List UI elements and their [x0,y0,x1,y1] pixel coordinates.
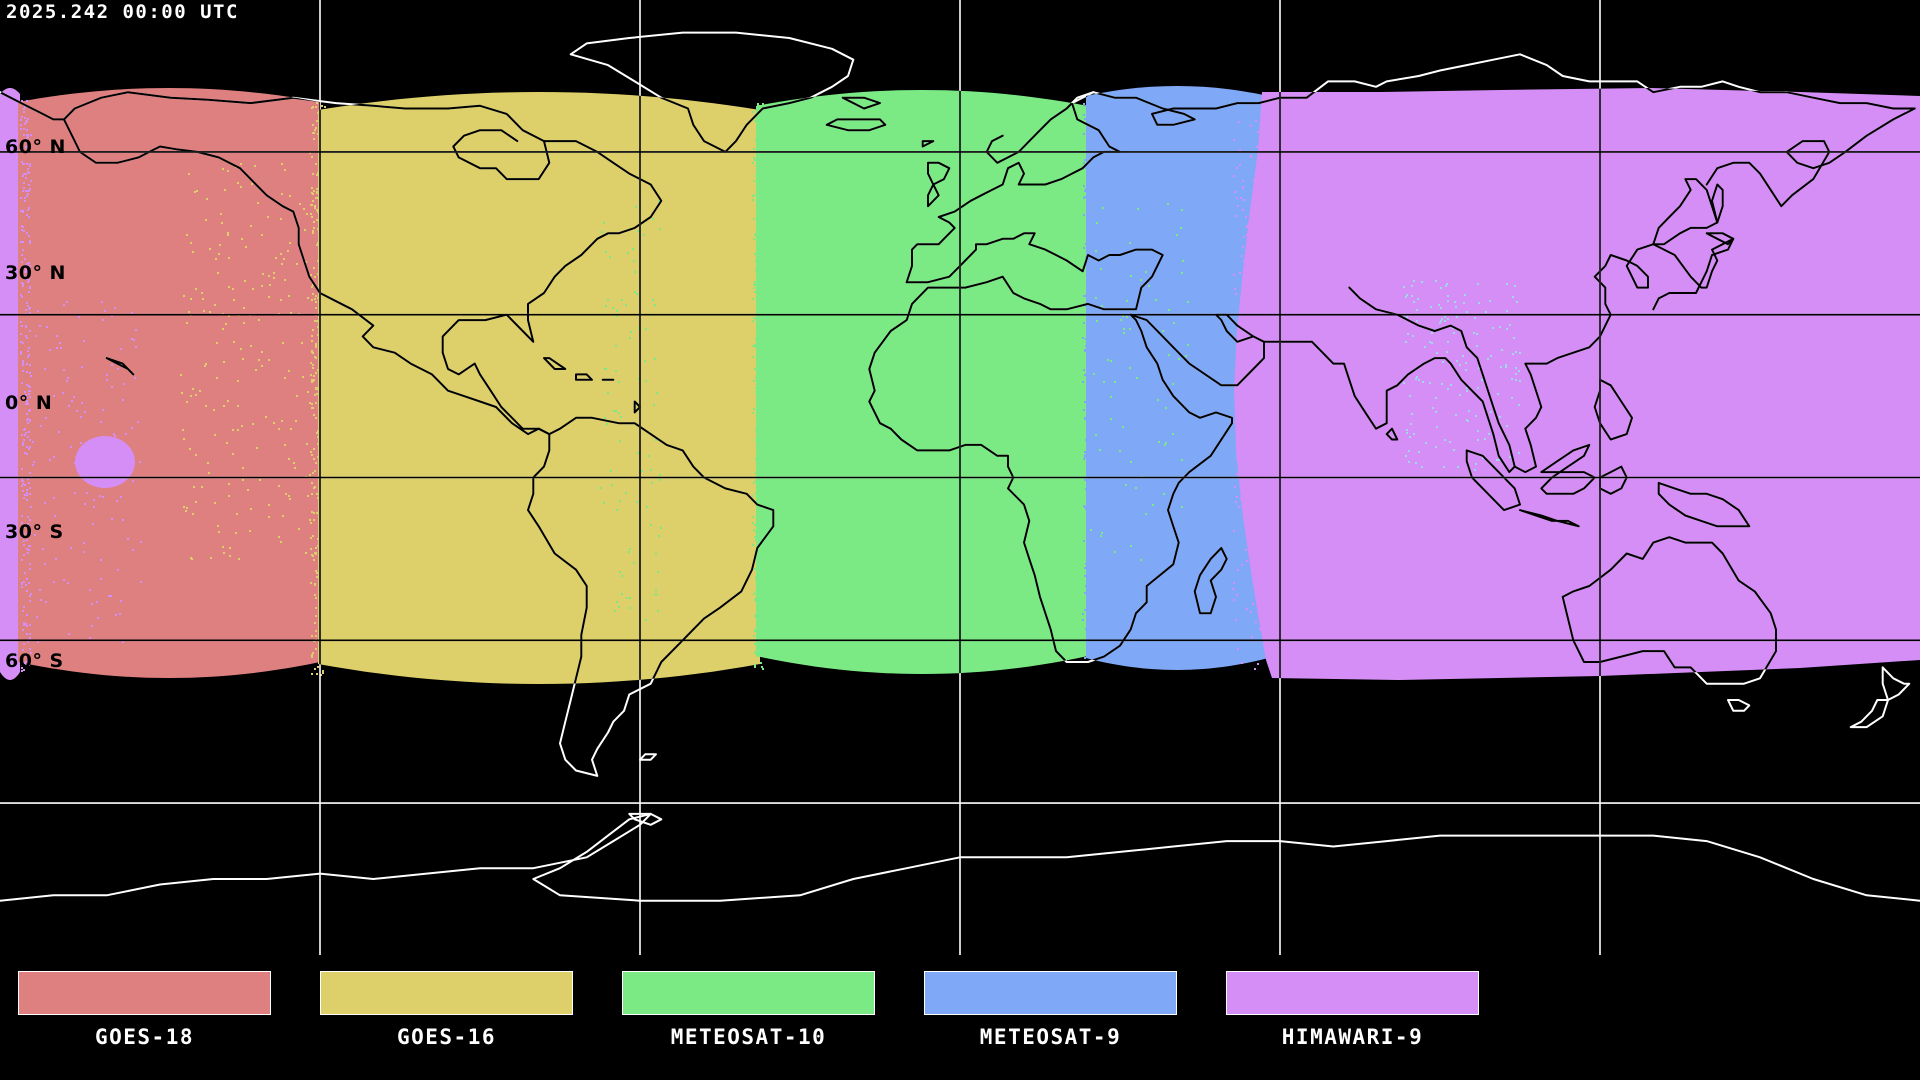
legend-swatch-goes-18 [18,971,271,1015]
himawari-coverage-island-blob [75,436,135,488]
coverage-band-himawari-9-left [0,88,20,680]
coverage-band-himawari-9 [1234,88,1920,680]
lat-label-30n: 30° N [5,262,66,284]
legend-label-meteosat-9: METEOSAT-9 [979,1025,1122,1049]
legend-swatch-meteosat-9 [924,971,1177,1015]
coastlines-over-coverage [0,86,1916,684]
coverage-band-meteosat-9 [1086,86,1268,670]
coverage-band-goes-16 [318,92,760,684]
timestamp-label: 2025.242 00:00 UTC [6,1,239,23]
map-canvas [0,0,1920,955]
legend-label-himawari-9: HIMAWARI-9 [1281,1025,1424,1049]
legend-item-goes-18[interactable]: GOES-18 [18,971,271,1049]
legend-swatch-goes-16 [320,971,573,1015]
legend-swatch-meteosat-10 [622,971,875,1015]
legend-label-goes-16: GOES-16 [396,1025,496,1049]
coverage-edge-dither [20,100,1521,676]
lat-label-60s: 60° S [5,650,64,672]
legend-label-goes-18: GOES-18 [94,1025,194,1049]
lat-label-60n: 60° N [5,136,66,158]
lat-label-30s: 30° S [5,521,64,543]
coverage-band-goes-18 [18,88,320,678]
world-map: 60° N 30° N 0° N 30° S 60° S [0,0,1920,955]
satellite-legend: GOES-18 GOES-16 METEOSAT-10 METEOSAT-9 H… [0,955,1920,1080]
legend-item-meteosat-10[interactable]: METEOSAT-10 [622,971,875,1049]
legend-item-meteosat-9[interactable]: METEOSAT-9 [924,971,1177,1049]
legend-swatch-himawari-9 [1226,971,1479,1015]
legend-item-himawari-9[interactable]: HIMAWARI-9 [1226,971,1479,1049]
coverage-band-meteosat-10 [756,90,1088,674]
coverage-bands [0,86,1920,684]
lat-label-0n: 0° N [5,392,53,414]
graticule-over-coverage [0,0,1920,955]
legend-item-goes-16[interactable]: GOES-16 [320,971,573,1049]
legend-label-meteosat-10: METEOSAT-10 [670,1025,827,1049]
